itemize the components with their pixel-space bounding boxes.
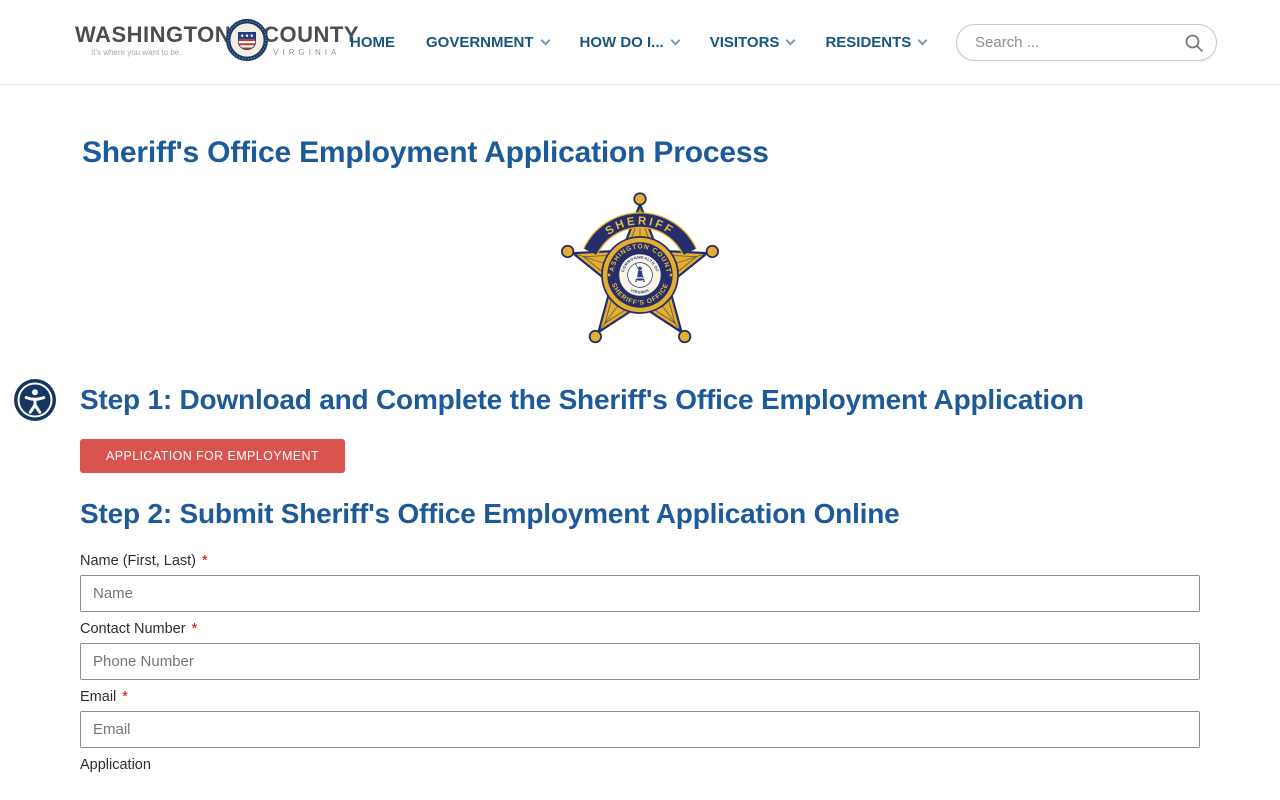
page-title: Sheriff's Office Employment Application … bbox=[82, 136, 769, 169]
form-field-application: Application bbox=[80, 757, 1200, 773]
site-header: WASHINGTON It's where you want to be. bbox=[0, 0, 1280, 85]
contact-number-field-label: Contact Number * bbox=[80, 621, 1200, 637]
required-asterisk: * bbox=[191, 621, 198, 637]
search-box bbox=[956, 24, 1217, 61]
nav-item-label: VISITORS bbox=[709, 34, 780, 51]
form-field-name: Name (First, Last) * bbox=[80, 553, 1200, 612]
chevron-down-icon bbox=[917, 35, 928, 46]
logo-state-label: VIRGINIA bbox=[273, 48, 341, 57]
logo-word-county: COUNTY bbox=[263, 22, 360, 47]
nav-item-government[interactable]: GOVERNMENT bbox=[426, 34, 550, 51]
employment-application-form: Name (First, Last) * Contact Number * Emai… bbox=[80, 553, 1200, 773]
label-text: Contact Number bbox=[80, 621, 186, 637]
email-input[interactable] bbox=[80, 711, 1200, 748]
accessibility-widget-button[interactable] bbox=[13, 378, 57, 422]
main-nav: HOME GOVERNMENT HOW DO I... VISITORS RES… bbox=[350, 0, 928, 85]
application-field-label: Application bbox=[80, 757, 1200, 773]
phone-number-input[interactable] bbox=[80, 643, 1200, 680]
seal-bottom-text: VIRGINIA bbox=[630, 288, 649, 294]
name-input[interactable] bbox=[80, 575, 1200, 612]
nav-item-home[interactable]: HOME bbox=[350, 34, 395, 51]
nav-item-label: RESIDENTS bbox=[825, 34, 912, 51]
step1-heading: Step 1: Download and Complete the Sherif… bbox=[80, 384, 1084, 415]
sheriff-badge-image: SHERIFF WASHINGTON COUNTY SHERIFF'S OFFI… bbox=[548, 186, 719, 344]
logo-left-column: WASHINGTON It's where you want to be. bbox=[75, 22, 232, 58]
label-text: Name (First, Last) bbox=[80, 553, 197, 569]
chevron-down-icon bbox=[785, 35, 796, 46]
required-asterisk: * bbox=[202, 553, 208, 569]
nav-item-label: GOVERNMENT bbox=[426, 34, 534, 51]
nav-item-label: HOME bbox=[350, 34, 395, 51]
logo-tagline: It's where you want to be. bbox=[91, 48, 182, 57]
required-asterisk: * bbox=[122, 689, 128, 705]
search-button[interactable] bbox=[1184, 33, 1204, 53]
county-seal-icon bbox=[226, 18, 269, 62]
logo-right-column: COUNTY VIRGINIA bbox=[263, 22, 360, 58]
search-input[interactable] bbox=[973, 33, 1184, 52]
step2-heading: Step 2: Submit Sheriff's Office Employme… bbox=[80, 498, 900, 529]
virginia-seal-figure bbox=[634, 263, 645, 283]
name-field-label: Name (First, Last) * bbox=[80, 553, 1200, 569]
chevron-down-icon bbox=[670, 35, 681, 46]
nav-item-residents[interactable]: RESIDENTS bbox=[825, 34, 928, 51]
email-field-label: Email * bbox=[80, 689, 1200, 705]
nav-item-how-do-i[interactable]: HOW DO I... bbox=[579, 34, 681, 51]
site-logo[interactable]: WASHINGTON It's where you want to be. bbox=[75, 18, 360, 63]
nav-item-visitors[interactable]: VISITORS bbox=[709, 34, 796, 51]
logo-word-washington: WASHINGTON bbox=[75, 22, 232, 47]
form-field-contact-number: Contact Number * bbox=[80, 621, 1200, 680]
form-field-email: Email * bbox=[80, 689, 1200, 748]
nav-item-label: HOW DO I... bbox=[579, 34, 664, 51]
main-content: Sheriff's Office Employment Application … bbox=[80, 85, 1200, 782]
badge-container: SHERIFF WASHINGTON COUNTY SHERIFF'S OFFI… bbox=[80, 186, 1200, 359]
chevron-down-icon bbox=[540, 35, 550, 46]
application-for-employment-button[interactable]: APPLICATION FOR EMPLOYMENT bbox=[80, 439, 345, 473]
label-text: Application bbox=[80, 757, 151, 773]
accessibility-icon bbox=[14, 379, 56, 421]
label-text: Email bbox=[80, 689, 117, 705]
svg-text:VIRGINIA: VIRGINIA bbox=[630, 288, 650, 294]
search-icon bbox=[1185, 34, 1203, 52]
